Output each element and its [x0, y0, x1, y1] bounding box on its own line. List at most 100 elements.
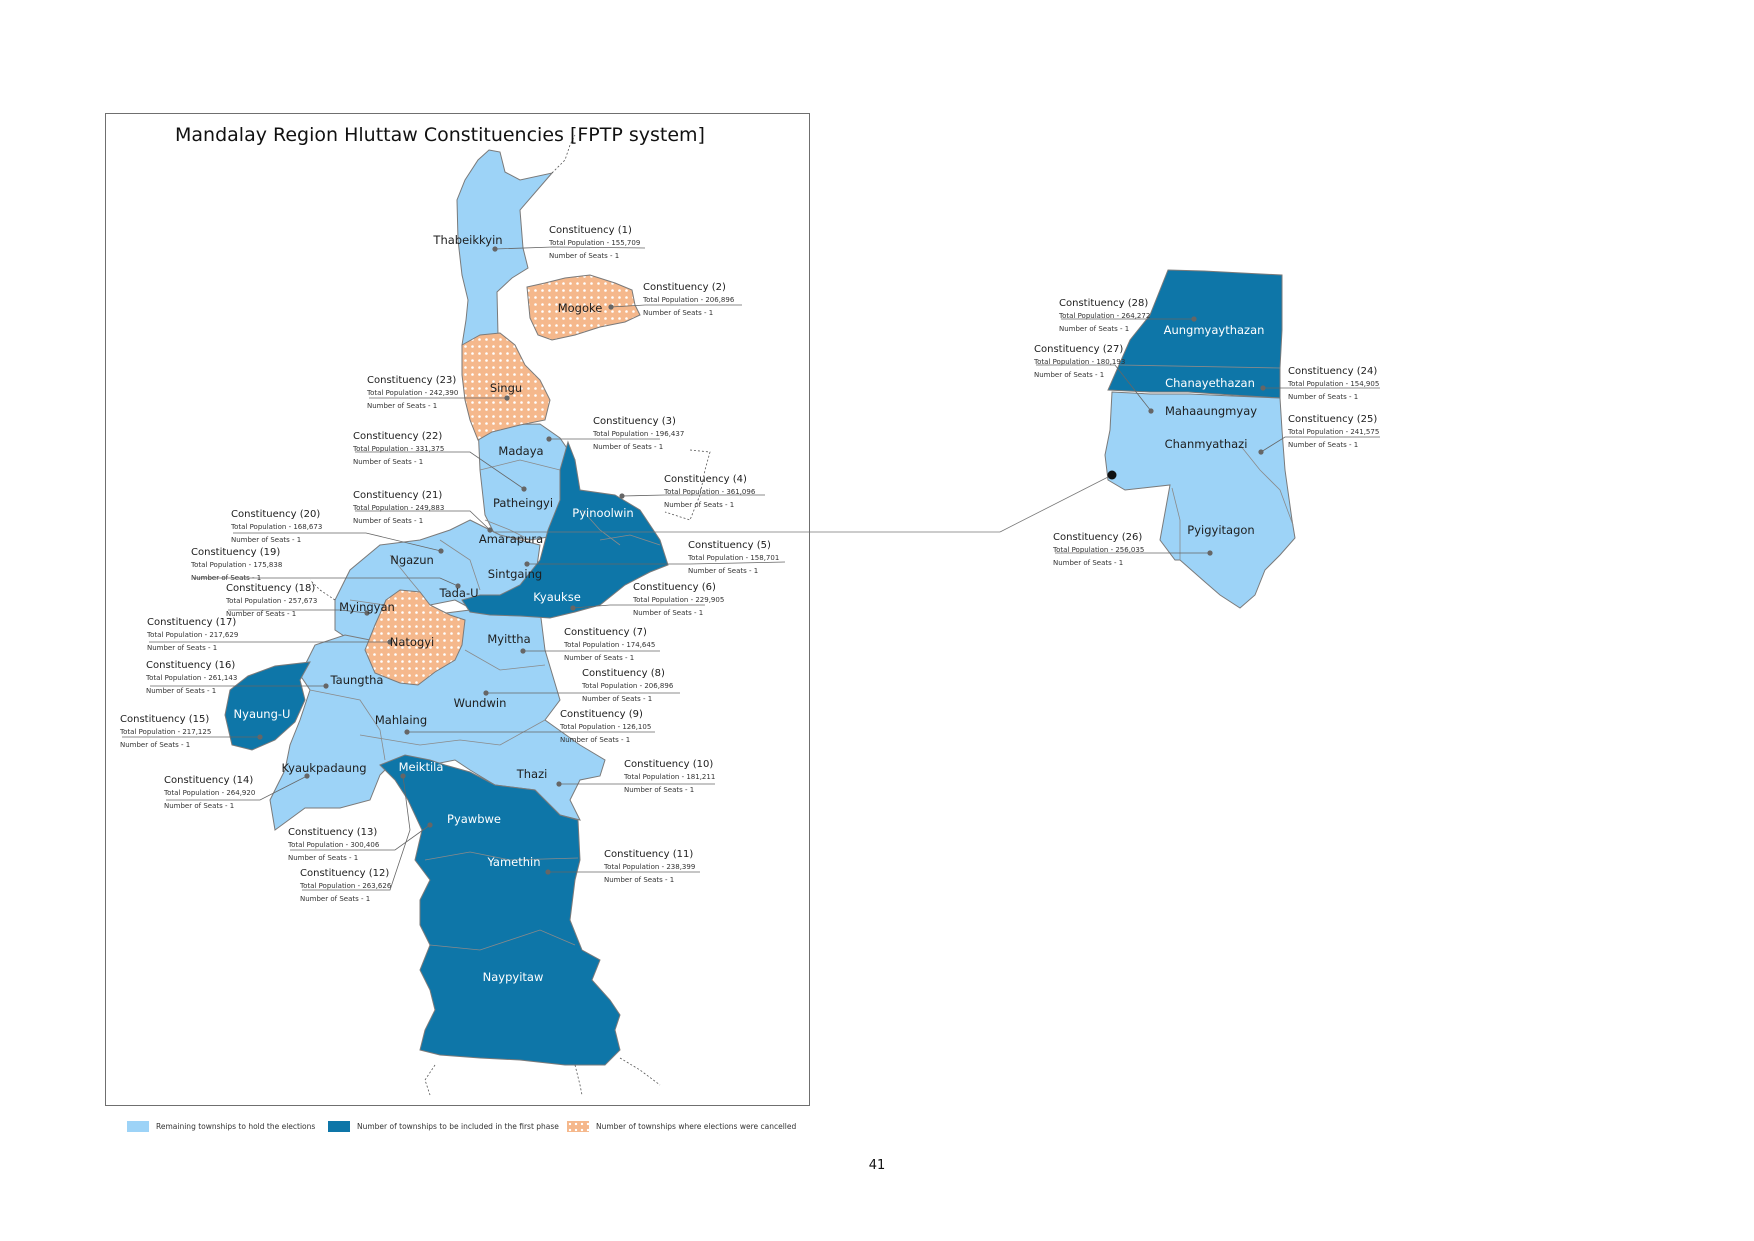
- township-label-kyaukse: Kyaukse: [533, 590, 581, 604]
- constituency-population: Total Population - 158,701: [688, 554, 780, 562]
- constituency-annotation: Constituency (15) Total Population - 217,…: [120, 713, 211, 752]
- constituency-annotation: Constituency (18) Total Population - 257,…: [226, 582, 317, 621]
- constituency-label: Constituency (27): [1034, 344, 1124, 355]
- township-south-light: [269, 607, 606, 831]
- constituency-label: Constituency (17): [147, 617, 237, 628]
- constituency-seats: Number of Seats - 1: [191, 574, 262, 582]
- constituency-seats: Number of Seats - 1: [1059, 325, 1130, 333]
- legend-item-remaining: Remaining townships to hold the election…: [127, 1116, 315, 1135]
- constituency-population: Total Population - 257,673: [226, 597, 318, 605]
- constituency-population: Total Population - 154,905: [1288, 380, 1380, 388]
- township-nyaung-u: [224, 661, 311, 751]
- constituency-annotation: Constituency (5) Total Population - 158,7…: [688, 539, 779, 578]
- township-label-ngazun: Ngazun: [390, 553, 434, 567]
- township-label-chanmyathazi: Chanmyathazi: [1164, 437, 1248, 451]
- constituency-annotation: Constituency (24) Total Population - 154,…: [1288, 365, 1379, 404]
- constituency-annotation: Constituency (28) Total Population - 264,…: [1059, 297, 1150, 336]
- constituency-label: Constituency (14): [164, 775, 254, 786]
- constituency-seats: Number of Seats - 1: [1034, 371, 1105, 379]
- township-label-pyawbwe: Pyawbwe: [447, 812, 501, 826]
- constituency-annotation: Constituency (16) Total Population - 261,…: [146, 659, 237, 698]
- constituency-seats: Number of Seats - 1: [1288, 393, 1359, 401]
- constituency-seats: Number of Seats - 1: [147, 644, 218, 652]
- constituency-population: Total Population - 249,883: [353, 504, 445, 512]
- constituency-population: Total Population - 168,673: [231, 523, 323, 531]
- constituency-population: Total Population - 264,920: [164, 789, 256, 797]
- constituency-annotation: Constituency (1) Total Population - 155,7…: [549, 224, 640, 263]
- constituency-population: Total Population - 229,905: [633, 596, 725, 604]
- township-singu: [461, 332, 551, 441]
- constituency-annotation: Constituency (19) Total Population - 175,…: [191, 546, 282, 585]
- constituency-label: Constituency (20): [231, 509, 321, 520]
- constituency-seats: Number of Seats - 1: [1288, 441, 1359, 449]
- constituency-annotation: Constituency (2) Total Population - 206,8…: [643, 281, 734, 320]
- constituency-population: Total Population - 241,575: [1288, 428, 1380, 436]
- constituency-population: Total Population - 155,709: [549, 239, 641, 247]
- constituency-annotation: Constituency (23) Total Population - 242,…: [367, 374, 458, 413]
- constituency-label: Constituency (18): [226, 583, 316, 594]
- township-label-yamethin: Yamethin: [487, 855, 541, 869]
- constituency-label: Constituency (1): [549, 225, 632, 236]
- constituency-annotation: Constituency (7) Total Population - 174,6…: [564, 626, 655, 665]
- constituency-label: Constituency (28): [1059, 298, 1149, 309]
- constituency-annotation: Constituency (11) Total Population - 238,…: [604, 848, 695, 887]
- constituency-seats: Number of Seats - 1: [643, 309, 714, 317]
- constituency-seats: Number of Seats - 1: [288, 854, 359, 862]
- legend-item-first-phase: Number of townships to be included in th…: [328, 1116, 559, 1135]
- constituency-population: Total Population - 174,645: [564, 641, 656, 649]
- township-label-sintgaing: Sintgaing: [487, 567, 543, 581]
- constituency-annotation: Constituency (9) Total Population - 126,1…: [560, 708, 651, 747]
- constituency-label: Constituency (13): [288, 827, 378, 838]
- constituency-population: Total Population - 261,143: [146, 674, 238, 682]
- constituency-label: Constituency (26): [1053, 532, 1143, 543]
- township-label-mogoke: Mogoke: [557, 301, 603, 315]
- constituency-seats: Number of Seats - 1: [300, 895, 371, 903]
- constituency-label: Constituency (19): [191, 547, 281, 558]
- constituency-seats: Number of Seats - 1: [1053, 559, 1124, 567]
- township-label-tada-u: Tada-U: [439, 586, 479, 600]
- township-label-amarapura: Amarapura: [478, 532, 544, 546]
- legend-swatch-first-phase: [328, 1121, 350, 1132]
- constituency-annotation: Constituency (22) Total Population - 331,…: [353, 430, 444, 469]
- constituency-seats: Number of Seats - 1: [367, 402, 438, 410]
- constituency-population: Total Population - 264,272: [1059, 312, 1151, 320]
- constituency-annotation: Constituency (8) Total Population - 206,8…: [582, 667, 673, 706]
- constituency-population: Total Population - 256,035: [1053, 546, 1145, 554]
- constituency-label: Constituency (10): [624, 759, 714, 770]
- township-label-singu: Singu: [489, 381, 523, 395]
- constituency-seats: Number of Seats - 1: [353, 458, 424, 466]
- constituency-seats: Number of Seats - 1: [624, 786, 695, 794]
- constituency-label: Constituency (25): [1288, 414, 1378, 425]
- constituency-seats: Number of Seats - 1: [582, 695, 653, 703]
- township-natogyi: [364, 589, 466, 686]
- constituency-seats: Number of Seats - 1: [549, 252, 620, 260]
- constituency-population: Total Population - 300,406: [288, 841, 380, 849]
- township-pyinoolwin-kyaukse: [461, 440, 669, 619]
- constituency-annotation: Constituency (14) Total Population - 264,…: [164, 774, 255, 813]
- constituency-label: Constituency (24): [1288, 366, 1378, 377]
- constituency-population: Total Population - 206,896: [582, 682, 674, 690]
- constituency-annotation: Constituency (20) Total Population - 168,…: [231, 508, 322, 547]
- constituency-seats: Number of Seats - 1: [353, 517, 424, 525]
- township-label-aungmyaythazan: Aungmyaythazan: [1163, 323, 1265, 337]
- township-label-wundwin: Wundwin: [453, 696, 507, 710]
- constituency-population: Total Population - 361,096: [664, 488, 756, 496]
- constituency-annotation: Constituency (13) Total Population - 300,…: [288, 826, 379, 865]
- constituency-seats: Number of Seats - 1: [120, 741, 191, 749]
- constituency-label: Constituency (3): [593, 416, 676, 427]
- constituency-label: Constituency (5): [688, 540, 771, 551]
- township-label-thabeikkyin: Thabeikkyin: [433, 233, 503, 247]
- constituency-annotation: Constituency (21) Total Population - 249,…: [353, 489, 444, 528]
- township-label-natogyi: Natogyi: [389, 635, 435, 649]
- township-label-nyaung-u: Nyaung-U: [233, 707, 291, 721]
- constituency-seats: Number of Seats - 1: [688, 567, 759, 575]
- constituency-label: Constituency (22): [353, 431, 443, 442]
- constituency-seats: Number of Seats - 1: [604, 876, 675, 884]
- constituency-label: Constituency (23): [367, 375, 457, 386]
- constituency-population: Total Population - 238,399: [604, 863, 696, 871]
- township-label-kyaukpadaung: Kyaukpadaung: [281, 761, 367, 775]
- constituency-label: Constituency (12): [300, 868, 390, 879]
- township-label-mahlaing: Mahlaing: [374, 713, 428, 727]
- constituency-annotation: Constituency (12) Total Population - 263,…: [300, 867, 391, 906]
- map-frame: [105, 113, 810, 1106]
